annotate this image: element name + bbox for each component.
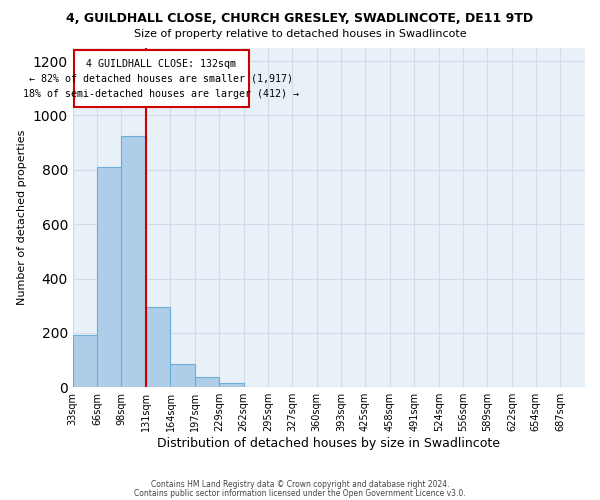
Text: Size of property relative to detached houses in Swadlincote: Size of property relative to detached ho… xyxy=(134,29,466,39)
Bar xyxy=(146,307,170,387)
Bar xyxy=(97,167,121,387)
Bar xyxy=(195,378,219,387)
Text: Contains public sector information licensed under the Open Government Licence v3: Contains public sector information licen… xyxy=(134,489,466,498)
FancyBboxPatch shape xyxy=(74,50,249,108)
Bar xyxy=(73,335,97,387)
Text: 4 GUILDHALL CLOSE: 132sqm
← 82% of detached houses are smaller (1,917)
18% of se: 4 GUILDHALL CLOSE: 132sqm ← 82% of detac… xyxy=(23,59,299,98)
Bar xyxy=(121,136,146,387)
X-axis label: Distribution of detached houses by size in Swadlincote: Distribution of detached houses by size … xyxy=(157,437,500,450)
Bar xyxy=(170,364,195,387)
Bar xyxy=(219,383,244,387)
Text: Contains HM Land Registry data © Crown copyright and database right 2024.: Contains HM Land Registry data © Crown c… xyxy=(151,480,449,489)
Y-axis label: Number of detached properties: Number of detached properties xyxy=(17,130,27,305)
Text: 4, GUILDHALL CLOSE, CHURCH GRESLEY, SWADLINCOTE, DE11 9TD: 4, GUILDHALL CLOSE, CHURCH GRESLEY, SWAD… xyxy=(67,12,533,26)
